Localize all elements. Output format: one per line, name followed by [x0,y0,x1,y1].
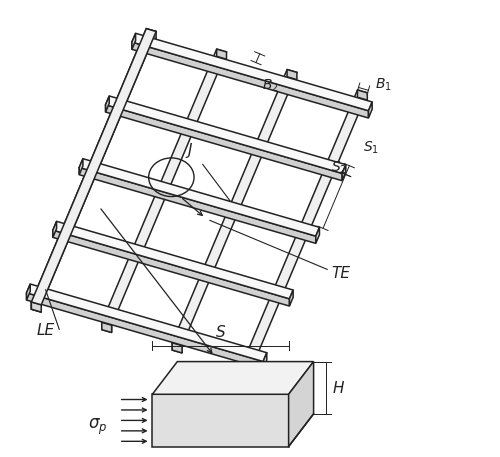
Text: $S$: $S$ [215,324,226,340]
Polygon shape [263,353,267,369]
Text: $H$: $H$ [332,380,345,396]
Polygon shape [172,343,182,353]
Polygon shape [26,284,267,361]
Polygon shape [32,29,156,305]
Polygon shape [106,96,110,112]
Polygon shape [132,42,368,118]
Text: TE: TE [332,266,351,282]
Polygon shape [242,90,368,366]
Polygon shape [32,302,41,312]
Polygon shape [132,33,136,49]
Polygon shape [368,102,372,118]
Polygon shape [287,69,297,80]
Polygon shape [53,221,56,237]
Polygon shape [242,363,252,373]
Text: LE: LE [36,323,54,338]
Text: $J$: $J$ [185,141,194,160]
Polygon shape [53,230,290,306]
Polygon shape [26,284,30,300]
Polygon shape [342,165,346,181]
Text: $B_1$: $B_1$ [375,76,392,93]
Polygon shape [102,322,112,333]
Polygon shape [32,302,41,312]
Polygon shape [152,361,314,394]
Polygon shape [316,227,320,244]
Polygon shape [79,159,83,175]
Polygon shape [32,302,41,312]
Polygon shape [242,363,252,373]
Polygon shape [32,29,156,305]
Polygon shape [290,290,293,306]
Polygon shape [53,221,293,299]
Text: $\sigma_p$: $\sigma_p$ [88,417,107,437]
Polygon shape [106,96,346,173]
Polygon shape [132,33,372,111]
Polygon shape [102,322,112,333]
Polygon shape [79,167,316,244]
Polygon shape [172,343,182,353]
Text: $S_2$: $S_2$ [331,160,347,176]
Polygon shape [26,293,263,369]
Polygon shape [152,394,288,446]
Polygon shape [216,49,226,59]
Polygon shape [146,29,156,39]
Polygon shape [106,105,342,181]
Polygon shape [79,159,320,236]
Polygon shape [102,49,226,325]
Text: $B_2$: $B_2$ [262,77,279,94]
Polygon shape [358,90,368,100]
Polygon shape [288,361,314,446]
Polygon shape [172,69,297,345]
Text: $S_1$: $S_1$ [364,140,380,156]
